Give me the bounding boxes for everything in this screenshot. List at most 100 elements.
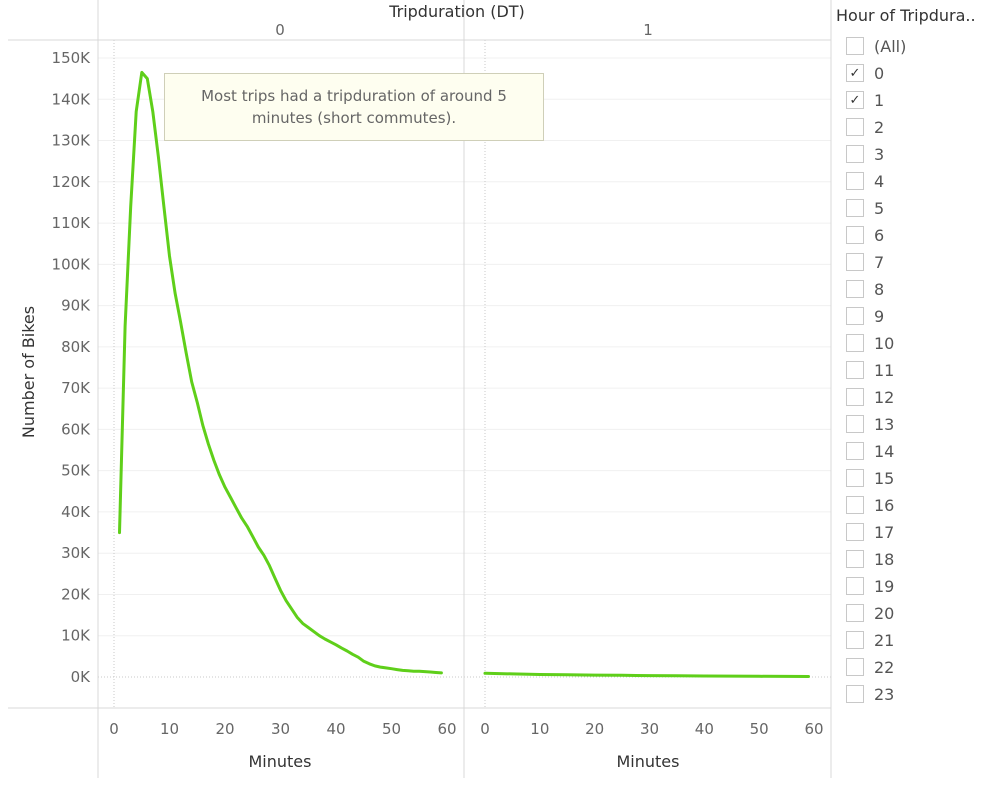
legend-item-label: 14 [874, 441, 895, 461]
legend-item-label: 6 [874, 225, 885, 245]
legend-item-label: 13 [874, 414, 895, 434]
checkbox-icon[interactable] [846, 496, 864, 514]
legend-item[interactable]: 12 [846, 386, 894, 408]
checkbox-icon[interactable] [846, 334, 864, 352]
checkbox-icon[interactable] [846, 361, 864, 379]
x-tick-label: 30 [271, 720, 290, 738]
series-line-panel-0 [118, 70, 443, 675]
y-tick-label: 150K [52, 49, 92, 67]
x-tick-label: 40 [326, 720, 345, 738]
legend-item[interactable]: 22 [846, 656, 894, 678]
legend-title: Hour of Tripdura.. [836, 6, 976, 25]
y-tick-label: 140K [52, 90, 92, 108]
checkbox-icon[interactable] [846, 523, 864, 541]
checkbox-icon[interactable] [846, 118, 864, 136]
legend-item[interactable]: 15 [846, 467, 894, 489]
legend-item[interactable]: 17 [846, 521, 894, 543]
checkbox-icon[interactable] [846, 307, 864, 325]
checkbox-icon[interactable] [846, 145, 864, 163]
legend-item[interactable]: 2 [846, 116, 884, 138]
annotation-text: Most trips had a tripduration of around … [201, 87, 507, 127]
checkbox-icon[interactable] [846, 37, 864, 55]
checkbox-icon[interactable] [846, 604, 864, 622]
checkbox-icon[interactable] [846, 577, 864, 595]
legend-item[interactable]: 16 [846, 494, 894, 516]
y-tick-label: 70K [61, 379, 91, 397]
chart-title: Tripduration (DT) [388, 2, 525, 21]
legend-item[interactable]: 23 [846, 683, 894, 705]
legend-item-label: 9 [874, 306, 885, 326]
legend-item-label: (All) [874, 36, 907, 56]
y-tick-label: 60K [61, 420, 91, 438]
panel-label-1: 1 [643, 21, 653, 39]
checkbox-icon[interactable] [846, 388, 864, 406]
legend-item[interactable]: (All) [846, 35, 906, 57]
checkbox-icon[interactable] [846, 226, 864, 244]
legend-item[interactable]: 13 [846, 413, 894, 435]
legend-item[interactable]: ✓ 0 [846, 62, 884, 84]
y-tick-label: 120K [52, 173, 92, 191]
legend-item-label: 16 [874, 495, 895, 515]
legend-item[interactable]: 9 [846, 305, 884, 327]
legend-item[interactable]: 4 [846, 170, 884, 192]
checkbox-icon[interactable] [846, 685, 864, 703]
y-tick-label: 30K [61, 544, 91, 562]
legend-item-label: 19 [874, 576, 895, 596]
y-axis-label: Number of Bikes [19, 306, 38, 438]
x-tick-label: 20 [585, 720, 604, 738]
x-tick-label: 60 [437, 720, 456, 738]
series-lines [118, 70, 810, 678]
legend-item-label: 22 [874, 657, 895, 677]
legend-item-label: 3 [874, 144, 885, 164]
series-line-panel-1 [483, 671, 810, 678]
legend-item-label: 21 [874, 630, 895, 650]
legend-item[interactable]: 3 [846, 143, 884, 165]
x-tick-label: 20 [215, 720, 234, 738]
legend-item[interactable]: 10 [846, 332, 894, 354]
x-axis-label-1: Minutes [617, 752, 680, 771]
checkbox-icon[interactable] [846, 415, 864, 433]
checkbox-icon[interactable] [846, 469, 864, 487]
y-tick-label: 50K [61, 462, 91, 480]
legend-item-label: 7 [874, 252, 885, 272]
checkbox-icon[interactable] [846, 658, 864, 676]
checkbox-checked-icon[interactable]: ✓ [846, 91, 864, 109]
x-tick-label: 10 [160, 720, 179, 738]
checkbox-icon[interactable] [846, 280, 864, 298]
legend-item[interactable]: 5 [846, 197, 884, 219]
legend-item-label: 0 [874, 63, 885, 83]
checkbox-icon[interactable] [846, 442, 864, 460]
x-tick-label: 10 [530, 720, 549, 738]
legend-item[interactable]: 19 [846, 575, 894, 597]
x-tick-label: 0 [480, 720, 490, 738]
legend-item[interactable]: 20 [846, 602, 894, 624]
legend-item[interactable]: 21 [846, 629, 894, 651]
checkbox-icon[interactable] [846, 253, 864, 271]
legend-item-label: 1 [874, 90, 885, 110]
panel-label-0: 0 [275, 21, 285, 39]
legend-item[interactable]: 18 [846, 548, 894, 570]
legend-item-label: 17 [874, 522, 895, 542]
checkbox-icon[interactable] [846, 199, 864, 217]
checkbox-checked-icon[interactable]: ✓ [846, 64, 864, 82]
y-tick-label: 100K [52, 255, 92, 273]
y-tick-label: 20K [61, 585, 91, 603]
legend-item-label: 23 [874, 684, 895, 704]
hour-filter-legend: Hour of Tripdura.. (All) ✓ 0 ✓ 1 2 3 4 5 6 7 8 9 10 11… [836, 0, 988, 786]
legend-item[interactable]: 11 [846, 359, 894, 381]
legend-item[interactable]: 7 [846, 251, 884, 273]
checkbox-icon[interactable] [846, 172, 864, 190]
legend-item[interactable]: ✓ 1 [846, 89, 884, 111]
legend-item-label: 8 [874, 279, 885, 299]
legend-item[interactable]: 14 [846, 440, 894, 462]
y-axis-ticks: 0K 10K 20K 30K 40K 50K 60K 70K 80K 90K 100K 110K 120… [52, 49, 92, 686]
checkbox-icon[interactable] [846, 550, 864, 568]
y-tick-label: 130K [52, 132, 92, 150]
legend-item-label: 12 [874, 387, 895, 407]
x-axis-label-0: Minutes [249, 752, 312, 771]
legend-item[interactable]: 8 [846, 278, 884, 300]
x-tick-label: 50 [750, 720, 769, 738]
legend-item[interactable]: 6 [846, 224, 884, 246]
checkbox-icon[interactable] [846, 631, 864, 649]
x-tick-label: 30 [640, 720, 659, 738]
